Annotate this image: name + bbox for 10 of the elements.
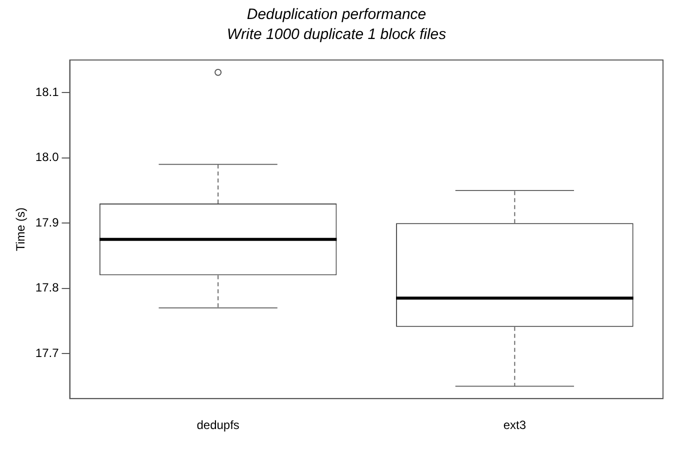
x-tick-label: dedupfs: [196, 418, 240, 432]
x-tick-label: ext3: [503, 418, 526, 432]
y-axis-title: Time (s): [14, 208, 28, 252]
y-tick-label: 17.7: [35, 346, 60, 360]
y-tick-label: 18.1: [35, 84, 60, 99]
y-tick-label: 17.8: [35, 280, 60, 295]
chart-title: Deduplication performance: [246, 6, 426, 24]
y-tick-label: 18.0: [35, 150, 60, 164]
chart-subtitle: Write 1000 duplicate 1 block files: [226, 26, 447, 44]
y-tick-label: 17.9: [35, 215, 60, 230]
